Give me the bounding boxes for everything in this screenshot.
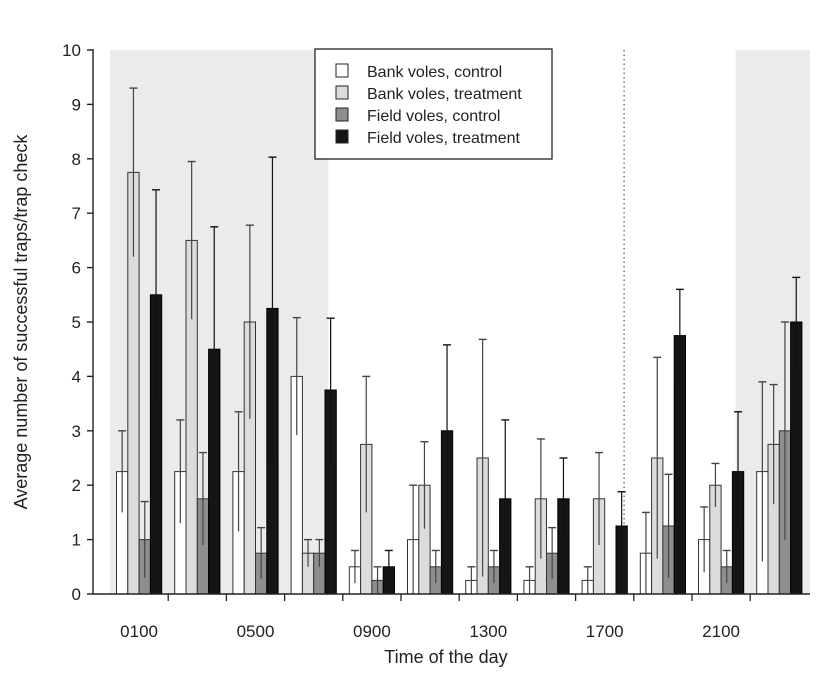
legend-label-2: Bank voles, treatment xyxy=(367,86,522,103)
y-axis-title: Average number of successful traps/trap … xyxy=(11,134,31,510)
legend-label-1: Bank voles, control xyxy=(367,64,502,81)
x-tick-label-0500: 0500 xyxy=(237,622,275,641)
legend-label-4: Field voles, treatment xyxy=(367,130,521,147)
legend-swatch-2 xyxy=(335,85,349,100)
x-tick-label-0100: 0100 xyxy=(120,622,158,641)
x-tick-label-1300: 1300 xyxy=(469,622,507,641)
y-tick-label-10: 10 xyxy=(62,41,81,60)
x-tick-label-2100: 2100 xyxy=(702,622,740,641)
y-tick-label-5: 5 xyxy=(72,313,81,332)
legend-swatch-3 xyxy=(335,107,349,122)
y-tick-label-1: 1 xyxy=(72,531,81,550)
legend-swatch-1 xyxy=(335,63,349,78)
y-tick-label-8: 8 xyxy=(72,150,81,169)
y-tick-label-6: 6 xyxy=(72,259,81,278)
legend-swatch-4 xyxy=(335,129,349,144)
legend-label-3: Field voles, control xyxy=(367,108,500,125)
x-tick-label-1700: 1700 xyxy=(586,622,624,641)
y-tick-label-3: 3 xyxy=(72,422,81,441)
y-tick-label-4: 4 xyxy=(72,367,81,386)
y-tick-label-2: 2 xyxy=(72,476,81,495)
y-tick-label-0: 0 xyxy=(72,585,81,604)
x-tick-label-0900: 0900 xyxy=(353,622,391,641)
x-axis-title: Time of the day xyxy=(384,647,507,667)
y-tick-label-7: 7 xyxy=(72,204,81,223)
legend-box xyxy=(314,48,553,160)
y-tick-label-9: 9 xyxy=(72,95,81,114)
